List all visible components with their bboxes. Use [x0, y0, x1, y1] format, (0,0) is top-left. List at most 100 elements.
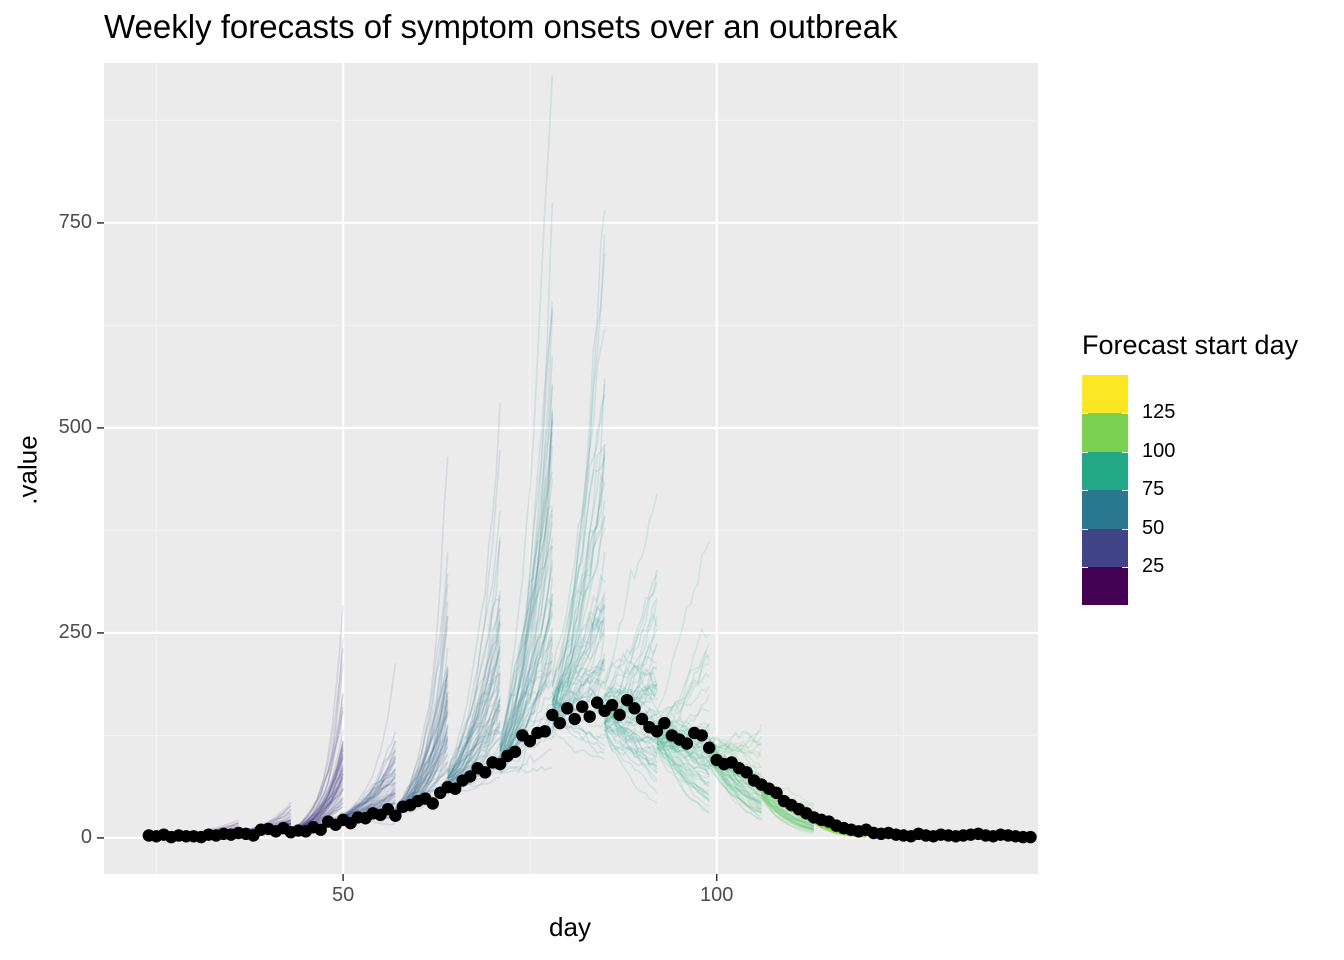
forecast-line	[656, 737, 710, 761]
y-axis-title: .value	[12, 435, 43, 505]
forecast-line	[499, 597, 554, 758]
forecast-line	[499, 565, 554, 752]
forecast-line	[551, 500, 606, 707]
forecast-line	[499, 748, 553, 772]
observed-point	[493, 757, 507, 771]
observed-point	[740, 766, 753, 779]
forecast-line	[446, 511, 501, 772]
forecast-line	[447, 695, 501, 780]
forecast-line	[447, 670, 501, 778]
forecast-line	[760, 788, 814, 828]
forecast-line	[709, 764, 762, 817]
chart-title: Weekly forecasts of symptom onsets over …	[104, 8, 898, 45]
forecast-line	[499, 386, 554, 736]
forecast-line	[447, 703, 501, 788]
forecast-line	[499, 765, 553, 775]
forecast-line	[708, 724, 763, 749]
forecast-line	[604, 598, 658, 697]
forecast-line	[656, 663, 710, 747]
forecast-line	[760, 792, 815, 827]
observed-point	[635, 712, 649, 726]
forecast-line	[551, 591, 606, 703]
forecast-line	[551, 679, 606, 710]
observed-point	[613, 708, 626, 722]
observed-point	[561, 702, 574, 715]
forecast-line	[708, 757, 763, 814]
forecast-line	[551, 253, 606, 678]
forecast-line	[342, 782, 396, 818]
forecast-line	[656, 742, 710, 795]
forecast-line	[656, 724, 710, 797]
forecast-line	[446, 640, 501, 776]
legend-tick	[1082, 529, 1088, 530]
forecast-line	[447, 681, 501, 792]
forecast-line	[656, 728, 710, 803]
forecast-line	[499, 594, 554, 767]
forecast-line	[551, 483, 606, 718]
gridlines	[104, 63, 1038, 874]
observed-point	[605, 698, 619, 712]
forecast-line	[708, 754, 762, 815]
forecast-line	[499, 728, 553, 774]
y-tick-label: 500	[58, 415, 92, 438]
forecast-line	[656, 740, 710, 764]
legend-tick	[1122, 490, 1128, 491]
forecast-line	[603, 728, 658, 767]
forecast-line	[551, 652, 606, 714]
forecast-line	[394, 552, 449, 809]
observed-point	[583, 710, 596, 723]
forecast-line	[656, 720, 710, 755]
forecast-line	[499, 631, 554, 756]
forecast-line	[447, 595, 501, 785]
forecast-line	[447, 699, 501, 780]
forecast-line	[604, 708, 658, 746]
forecast-line	[551, 659, 606, 732]
forecast-line	[708, 761, 762, 803]
legend-tick	[1082, 490, 1088, 491]
forecast-line	[604, 685, 658, 706]
observed-point	[576, 700, 589, 713]
forecast-line	[447, 598, 501, 773]
forecast-line	[447, 723, 501, 786]
forecast-line	[342, 740, 397, 815]
forecast-line	[656, 729, 710, 767]
forecast-line	[760, 795, 815, 827]
forecast-line	[394, 456, 449, 810]
forecast-line	[603, 727, 658, 781]
forecast-line	[342, 781, 397, 821]
forecast-line	[603, 708, 658, 729]
forecast-line	[499, 421, 554, 760]
forecast-line	[343, 793, 396, 820]
observed-point	[546, 708, 559, 722]
forecast-line	[342, 750, 396, 820]
forecast-line	[760, 788, 815, 828]
forecast-line	[760, 795, 815, 831]
forecast-line	[656, 745, 710, 814]
forecast-line	[761, 790, 814, 828]
forecast-line	[760, 792, 814, 831]
forecast-line	[499, 203, 554, 741]
forecast-line	[447, 703, 501, 786]
forecast-line	[604, 682, 658, 704]
forecast-line	[499, 614, 554, 755]
forecast-line	[708, 734, 762, 753]
forecast-line	[656, 737, 710, 807]
forecast-line	[708, 761, 762, 805]
forecast-line	[394, 616, 449, 812]
forecast-line	[499, 522, 554, 758]
forecast-line	[551, 668, 606, 739]
forecast-line	[603, 685, 658, 709]
observed-point	[650, 725, 664, 738]
legend-tick	[1082, 567, 1088, 568]
forecast-line	[447, 608, 501, 775]
forecast-line	[551, 456, 606, 687]
forecast-line	[551, 235, 606, 688]
forecast-line	[394, 666, 449, 807]
forecast-line	[499, 419, 554, 761]
forecast-line	[394, 583, 449, 810]
legend: Forecast start day 125 100 75 50 25	[1082, 330, 1298, 605]
forecast-line	[709, 763, 763, 797]
forecast-line	[551, 210, 606, 694]
forecast-line	[551, 618, 606, 712]
forecast-line	[342, 775, 397, 820]
